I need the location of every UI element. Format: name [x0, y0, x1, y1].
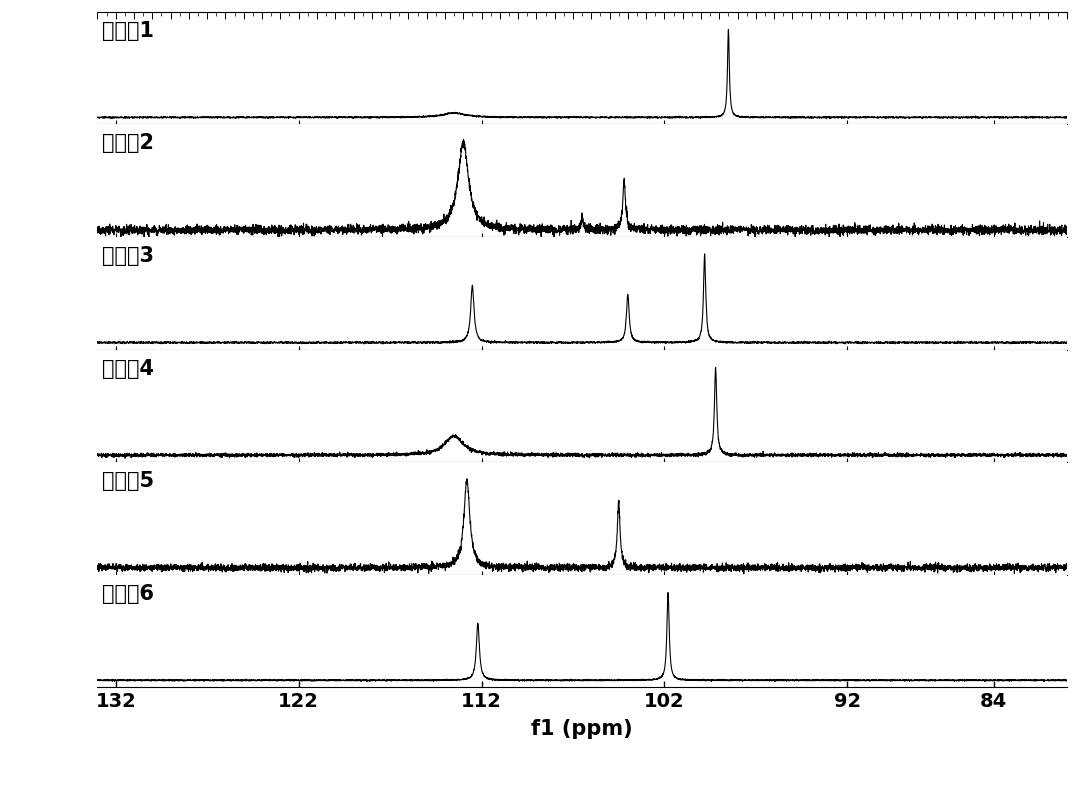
Text: 模拟特6: 模拟特6	[102, 584, 154, 604]
X-axis label: f1 (ppm): f1 (ppm)	[532, 720, 632, 739]
Text: 模拟特5: 模拟特5	[102, 471, 155, 491]
Text: 模拟特2: 模拟特2	[102, 134, 154, 153]
Text: 模拟特4: 模拟特4	[102, 359, 154, 378]
Text: 模拟特1: 模拟特1	[102, 21, 154, 41]
Text: 模拟特3: 模拟特3	[102, 246, 154, 266]
